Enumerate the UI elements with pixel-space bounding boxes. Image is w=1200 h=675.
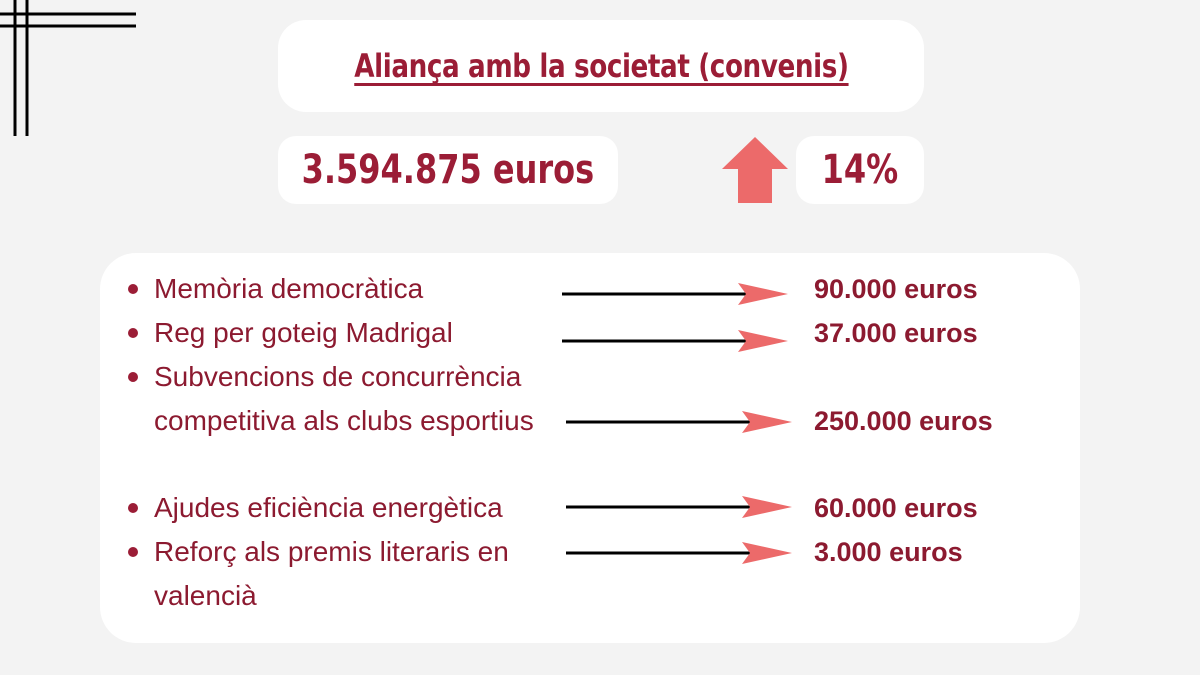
bullet-icon — [128, 372, 138, 382]
right-arrow-icon — [566, 542, 792, 564]
up-arrow-icon — [722, 137, 788, 203]
corner-decoration — [0, 0, 136, 136]
title-card: Aliança amb la societat (convenis) — [278, 20, 924, 112]
increase-card: 14% — [796, 136, 924, 204]
bullet-icon — [128, 328, 138, 338]
bullet-icon — [128, 547, 138, 557]
item-label: Ajudes eficiència energètica — [154, 492, 503, 523]
item-amount: 3.000 euros — [814, 537, 963, 567]
total-amount: 3.594.875 euros — [301, 147, 595, 193]
right-arrow-icon — [566, 411, 792, 433]
bullet-icon — [128, 284, 138, 294]
page-title: Aliança amb la societat (convenis) — [353, 47, 849, 85]
bullet-icon — [128, 503, 138, 513]
item-label: Memòria democràtica — [154, 273, 424, 304]
right-arrow-icon — [562, 330, 788, 352]
item-amount: 250.000 euros — [814, 406, 993, 436]
item-amount: 90.000 euros — [814, 274, 978, 304]
total-card: 3.594.875 euros — [278, 136, 618, 204]
right-arrow-icon — [562, 283, 788, 305]
item-label: Reforç als premis literaris en valencià — [154, 536, 509, 611]
right-arrow-icon — [566, 496, 792, 518]
items-card: Memòria democràtica 90.000 euros Reg per… — [100, 253, 1080, 643]
increase-percent: 14% — [821, 147, 899, 193]
item-amount: 37.000 euros — [814, 318, 978, 348]
item-label: Reg per goteig Madrigal — [154, 317, 453, 348]
item-label: Subvencions de concurrència competitiva … — [154, 361, 534, 436]
item-amount: 60.000 euros — [814, 493, 978, 523]
